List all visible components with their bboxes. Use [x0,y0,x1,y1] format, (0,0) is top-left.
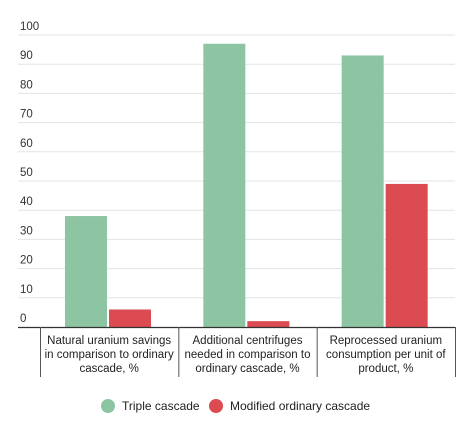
y-tick-label: 60 [20,138,33,150]
y-tick-label: 90 [20,50,33,62]
bar-triple-cascade-1 [65,216,107,327]
category-label-line: Additional centrifuges [193,335,303,347]
y-tick-label: 20 [20,255,33,267]
y-axis-tick-labels: 0 10 20 30 40 50 60 70 80 90 100 [20,21,39,325]
category-label-line: needed in comparison to [185,349,311,361]
legend-label-triple-cascade: Triple cascade [122,399,200,413]
legend-label-modified-ordinary-cascade: Modified ordinary cascade [230,399,370,413]
bar-modified-ordinary-cascade-1 [109,309,151,327]
bar-triple-cascade-3 [341,55,384,327]
bar-modified-ordinary-cascade-2 [247,321,290,327]
y-tick-label: 0 [20,313,26,325]
y-tick-label: 70 [20,109,33,121]
bar-triple-cascade-2 [203,43,246,327]
legend: Triple cascade Modified ordinary cascade [101,399,370,413]
x-axis-category-labels: Natural uranium savings in comparison to … [45,335,447,375]
legend-swatch-modified-ordinary-cascade [209,399,223,413]
legend-swatch-triple-cascade [101,399,115,413]
bar-modified-ordinary-cascade-3 [385,183,428,327]
category-label-line: ordinary cascade, % [195,363,299,375]
category-label-line: Reprocessed uranium [330,335,443,347]
category-label-line: Natural uranium savings [47,335,171,347]
y-tick-label: 30 [20,225,33,237]
y-tick-label: 40 [20,196,33,208]
x-axis [18,326,456,377]
category-label-line: in comparison to ordinary [45,349,174,361]
category-label-line: product, % [358,363,413,375]
y-tick-label: 10 [20,284,33,296]
category-label-line: consumption per unit of [326,349,446,361]
y-tick-label: 100 [20,21,39,33]
y-tick-label: 80 [20,79,33,91]
category-label-line: cascade, % [79,363,138,375]
bars [65,43,428,327]
y-tick-label: 50 [20,167,33,179]
